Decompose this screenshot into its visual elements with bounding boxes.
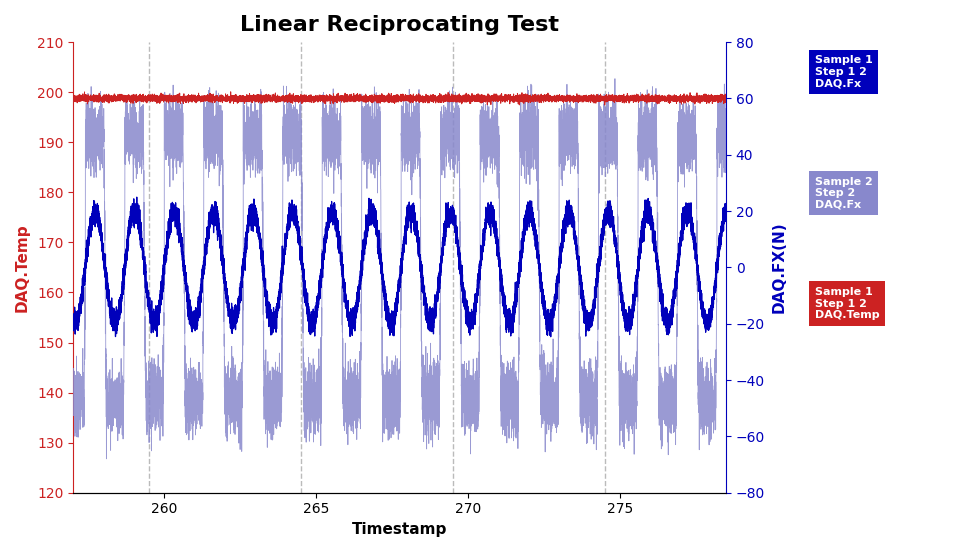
Text: Sample 2
Step 2
DAQ.Fx: Sample 2 Step 2 DAQ.Fx: [814, 177, 871, 210]
Text: Sample 1
Step 1 2
DAQ.Fx: Sample 1 Step 1 2 DAQ.Fx: [814, 55, 871, 88]
Title: Linear Reciprocating Test: Linear Reciprocating Test: [240, 15, 559, 35]
Y-axis label: DAQ.FX(N): DAQ.FX(N): [771, 221, 786, 313]
X-axis label: Timestamp: Timestamp: [352, 522, 446, 537]
Y-axis label: DAQ.Temp: DAQ.Temp: [15, 223, 30, 312]
Text: Sample 1
Step 1 2
DAQ.Temp: Sample 1 Step 1 2 DAQ.Temp: [814, 287, 878, 320]
